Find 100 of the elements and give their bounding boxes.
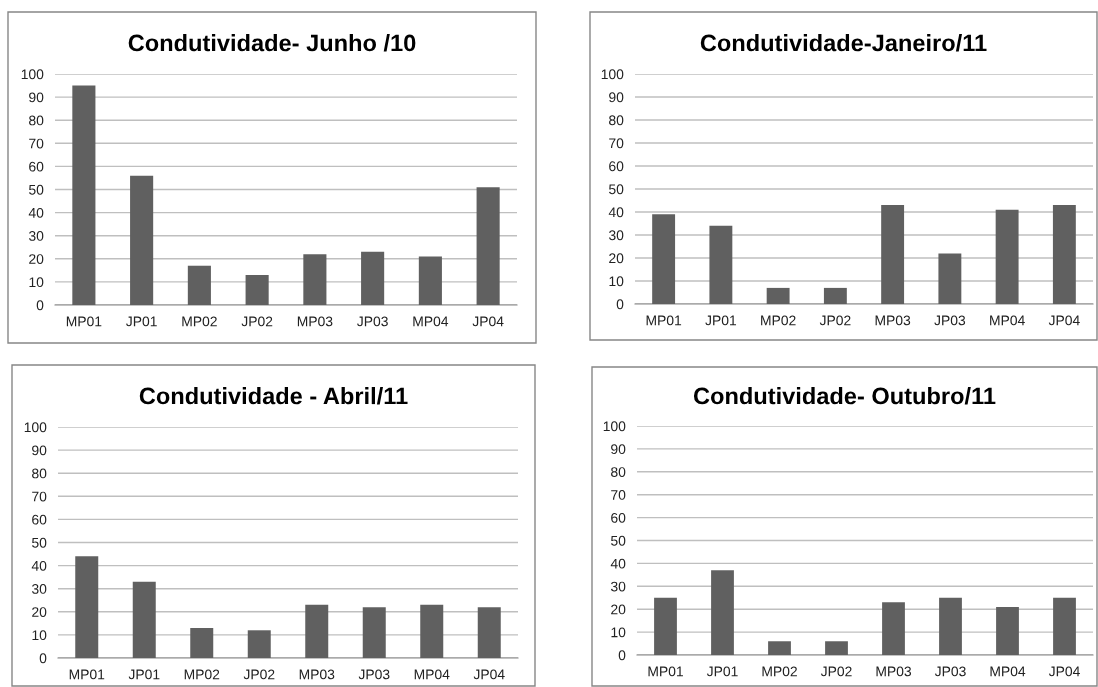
x-tick-label: JP01 (706, 666, 738, 677)
bar (938, 253, 962, 304)
chart-title: Condutividade-Janeiro/11 (700, 34, 987, 52)
bar (1052, 205, 1076, 304)
y-tick-label: 100 (601, 69, 624, 80)
x-tick-label: JP01 (128, 669, 160, 680)
y-tick-label: 70 (611, 490, 626, 500)
x-tick-label: MP03 (875, 315, 911, 326)
y-tick-label: 30 (28, 231, 44, 241)
y-tick-label: 40 (28, 207, 44, 218)
bar (652, 214, 676, 304)
y-tick-label: 10 (611, 627, 626, 638)
x-tick-label: JP04 (473, 669, 505, 680)
bar (995, 209, 1019, 304)
x-tick-label: JP02 (820, 666, 852, 677)
bar (654, 597, 677, 655)
bar (361, 251, 385, 305)
y-tick-label: 20 (611, 604, 626, 615)
y-tick-label: 10 (32, 630, 47, 641)
bar (939, 597, 962, 655)
y-tick-label: 90 (32, 445, 47, 456)
y-tick-label: 40 (608, 207, 624, 218)
y-tick-label: 50 (609, 184, 624, 195)
bar (711, 570, 734, 655)
x-tick-label: MP02 (184, 669, 220, 680)
y-tick-label: 90 (609, 92, 624, 103)
bar (996, 606, 1019, 655)
y-tick-label: 20 (609, 253, 624, 264)
bar (247, 630, 271, 658)
x-tick-label: JP02 (241, 316, 273, 327)
x-tick-label: JP04 (1048, 315, 1080, 326)
y-tick-label: 80 (609, 115, 624, 126)
bar (420, 604, 444, 658)
y-tick-label: 0 (39, 653, 47, 664)
y-tick-label: 70 (609, 138, 624, 149)
chart-title: Condutividade - Abril/11 (139, 386, 408, 405)
y-tick-label: 90 (29, 92, 44, 103)
bar (130, 175, 154, 305)
y-tick-label: 50 (29, 184, 44, 195)
bar (881, 205, 905, 304)
bar (190, 627, 214, 658)
y-tick-label: 50 (32, 537, 47, 548)
y-tick-label: 60 (609, 161, 624, 172)
x-tick-label: JP01 (705, 315, 737, 326)
y-tick-label: 30 (31, 584, 47, 594)
x-tick-label: JP04 (472, 316, 504, 327)
x-tick-label: MP04 (990, 315, 1025, 326)
bar (825, 641, 848, 655)
chart-title: Condutividade- Outubro/11 (693, 386, 996, 405)
bar (245, 274, 269, 305)
bar (362, 607, 386, 658)
x-tick-label: MP01 (66, 316, 102, 327)
y-tick-label: 50 (611, 535, 626, 546)
bar (823, 287, 847, 304)
y-tick-label: 0 (36, 300, 44, 311)
y-tick-label: 20 (32, 607, 47, 617)
x-tick-label: MP01 (648, 666, 683, 677)
bar (476, 187, 500, 305)
y-tick-label: 70 (32, 491, 47, 502)
y-tick-label: 80 (29, 115, 44, 126)
x-tick-label: MP04 (414, 669, 450, 680)
bar (768, 641, 791, 655)
x-tick-label: MP04 (990, 666, 1026, 677)
bar (418, 256, 442, 305)
y-tick-label: 10 (29, 277, 44, 288)
x-tick-label: JP03 (357, 316, 388, 327)
bar (766, 287, 790, 304)
x-tick-label: MP03 (299, 669, 335, 680)
y-tick-label: 0 (616, 299, 624, 310)
y-tick-label: 60 (611, 512, 626, 523)
x-tick-label: JP01 (126, 316, 157, 327)
y-tick-label: 10 (609, 276, 624, 287)
x-tick-label: MP04 (413, 316, 449, 327)
x-tick-label: MP03 (297, 316, 333, 327)
y-tick-label: 100 (21, 69, 44, 80)
bar (305, 604, 329, 658)
y-tick-label: 100 (603, 421, 626, 432)
bar (1053, 597, 1076, 655)
x-tick-label: MP02 (182, 316, 217, 327)
y-tick-label: 70 (29, 138, 44, 149)
y-tick-label: 20 (29, 254, 44, 264)
x-tick-label: JP03 (934, 315, 966, 326)
y-tick-label: 40 (610, 558, 626, 569)
x-tick-label: JP04 (1048, 666, 1080, 677)
bar (477, 607, 501, 658)
y-tick-label: 30 (610, 581, 626, 592)
y-tick-label: 30 (608, 230, 624, 241)
y-tick-label: 60 (32, 514, 47, 525)
bar (75, 556, 99, 658)
y-tick-label: 80 (611, 467, 626, 477)
x-tick-label: MP02 (762, 666, 797, 677)
bar (882, 602, 905, 655)
bar (303, 254, 327, 305)
x-tick-label: MP01 (646, 315, 682, 326)
y-tick-label: 90 (611, 444, 626, 455)
x-tick-label: MP01 (69, 669, 105, 680)
x-tick-label: JP02 (243, 669, 275, 680)
x-tick-label: MP03 (876, 666, 912, 677)
x-tick-label: MP02 (761, 315, 796, 326)
y-tick-label: 40 (31, 560, 47, 571)
